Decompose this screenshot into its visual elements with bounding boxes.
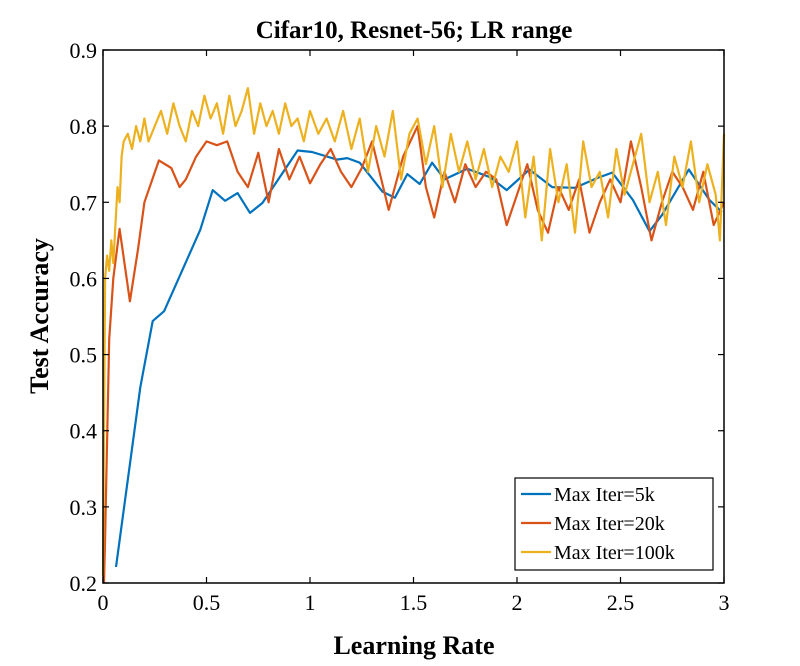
- y-tick-label: 0.4: [70, 419, 98, 444]
- y-tick-label: 0.6: [70, 266, 98, 291]
- y-tick-label: 0.7: [70, 190, 98, 215]
- x-tick-label: 2.5: [607, 590, 635, 615]
- y-tick-label: 0.8: [70, 114, 98, 139]
- x-tick-label: 1: [305, 590, 316, 615]
- series-line-2: [101, 87, 726, 576]
- x-tick-label: 2: [512, 590, 523, 615]
- y-tick-label: 0.2: [70, 571, 98, 596]
- x-tick-label: 0.5: [193, 590, 221, 615]
- series-line-0: [114, 149, 723, 568]
- axis-ticks: 0 0.5 1 1.5 2 2.5 3 0.2 0.3 0.4 0.5 0.6 0.7 0.8 0.9: [70, 38, 730, 615]
- x-tick-label: 1.5: [400, 590, 428, 615]
- y-axis-label: Test Accuracy: [25, 238, 54, 394]
- legend-label: Max Iter=20k: [554, 513, 665, 535]
- x-tick-label: 0: [98, 590, 109, 615]
- y-tick-label: 0.9: [70, 38, 98, 63]
- x-tick-label: 3: [719, 590, 730, 615]
- chart-title: Cifar10, Resnet-56; LR range: [256, 17, 573, 44]
- legend: Max Iter=5k Max Iter=20k Max Iter=100k: [514, 477, 714, 571]
- y-tick-label: 0.3: [70, 495, 98, 520]
- legend-label: Max Iter=5k: [554, 484, 655, 506]
- x-axis-label: Learning Rate: [333, 631, 494, 660]
- series-line-1: [102, 125, 726, 584]
- legend-label: Max Iter=100k: [554, 542, 675, 564]
- plot-lines: [101, 87, 726, 584]
- y-tick-label: 0.5: [70, 343, 98, 368]
